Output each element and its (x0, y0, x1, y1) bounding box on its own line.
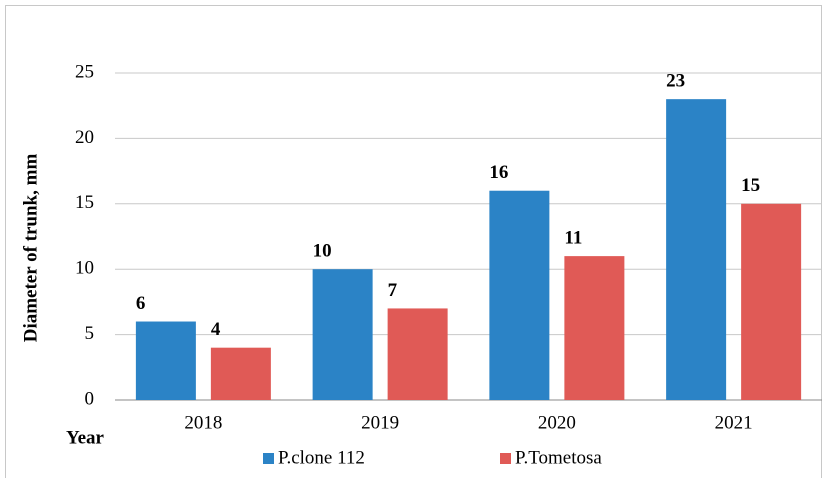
y-axis-label: Diameter of trunk, mm (20, 154, 41, 343)
data-label: 23 (666, 71, 685, 92)
y-tick-label: 25 (75, 61, 94, 82)
bar (135, 321, 196, 400)
y-tick-label: 5 (85, 323, 95, 344)
bar (387, 308, 448, 400)
chart-border (5, 5, 822, 478)
data-label: 10 (313, 241, 332, 262)
data-label: 11 (564, 227, 582, 248)
y-tick-label: 10 (75, 258, 94, 279)
legend-label: P.clone 112 (278, 447, 365, 468)
data-label: 15 (741, 175, 760, 196)
bar (210, 347, 271, 400)
legend-swatch (500, 453, 511, 464)
data-label: 7 (388, 280, 398, 301)
bar (312, 269, 373, 400)
legend-swatch (263, 453, 274, 464)
bar (489, 190, 550, 400)
x-axis-label: Year (66, 427, 105, 448)
x-tick-label: 2018 (184, 412, 222, 433)
data-label: 4 (211, 319, 221, 340)
x-tick-label: 2021 (715, 412, 753, 433)
bar (564, 256, 625, 400)
y-tick-label: 15 (75, 192, 94, 213)
x-tick-label: 2020 (538, 412, 576, 433)
legend-label: P.Tometosa (515, 447, 602, 468)
y-tick-label: 0 (85, 388, 95, 409)
bar (666, 99, 727, 400)
y-tick-label: 20 (75, 127, 94, 148)
x-tick-label: 2019 (361, 412, 399, 433)
data-label: 6 (136, 293, 146, 314)
bar (741, 203, 802, 400)
data-label: 16 (489, 162, 508, 183)
